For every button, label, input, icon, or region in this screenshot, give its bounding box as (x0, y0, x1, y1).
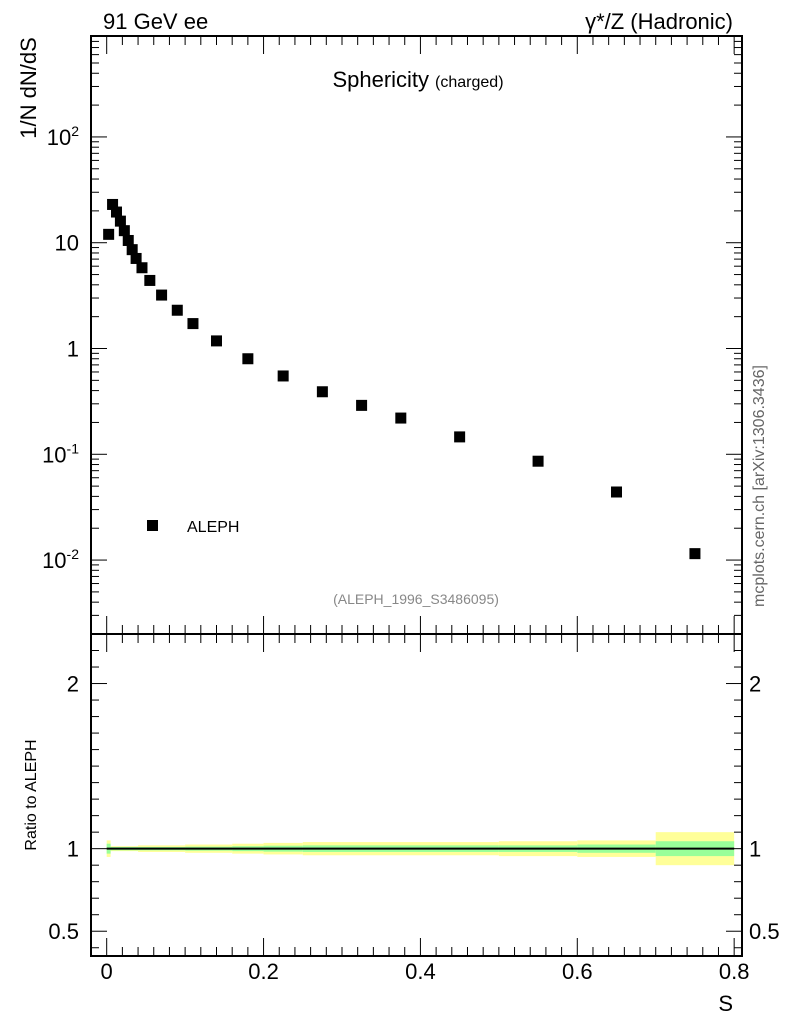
data-point-aleph (103, 228, 115, 240)
y-tick-label-main: 10 (55, 231, 79, 256)
y-tick-label-main: 1 (67, 337, 79, 362)
y-tick-label-ratio: 2 (67, 672, 79, 697)
data-point-aleph (144, 274, 156, 286)
data-point-aleph (689, 548, 701, 560)
y-tick-label-ratio-right: 2 (749, 672, 761, 697)
main-plot-frame (90, 35, 743, 635)
data-point-aleph (356, 399, 368, 411)
data-point-aleph (110, 206, 122, 218)
y-tick-label-main: 10-2 (42, 546, 79, 573)
data-point-aleph (156, 289, 168, 301)
reference-label: (ALEPH_1996_S3486095) (333, 591, 499, 607)
data-point-aleph (242, 353, 254, 365)
y-tick-label-ratio-right: 1 (749, 837, 761, 862)
data-point-aleph (114, 215, 126, 227)
x-tick-label: 0.8 (719, 959, 750, 984)
x-tick-label: 0.6 (562, 959, 593, 984)
y-tick-label-main: 10-1 (42, 440, 79, 467)
data-point-aleph (107, 198, 119, 210)
x-tick-label: 0.4 (405, 959, 436, 984)
header-right: γ*/Z (Hadronic) (585, 9, 733, 34)
title-suffix: (charged) (435, 74, 503, 91)
data-point-aleph (454, 431, 466, 443)
title-main: Sphericity (332, 67, 429, 92)
data-point-aleph (277, 370, 289, 382)
data-point-aleph (130, 252, 142, 264)
legend-label-aleph: ALEPH (187, 519, 239, 536)
y-tick-label-main: 102 (47, 123, 79, 150)
data-point-aleph (136, 262, 148, 274)
data-point-aleph (126, 244, 138, 256)
x-axis-label: S (718, 991, 733, 1016)
x-tick-label: 0 (101, 959, 113, 984)
data-point-aleph (611, 486, 623, 498)
legend-marker-aleph (147, 520, 158, 531)
y-tick-label-ratio: 1 (67, 837, 79, 862)
main-title: Sphericity (charged) (332, 67, 503, 92)
data-point-aleph (395, 412, 407, 424)
data-point-aleph (171, 304, 183, 316)
y-tick-label-ratio: 0.5 (48, 919, 79, 944)
y-axis-label-main: 1/N dN/dS (16, 37, 41, 139)
data-point-aleph (210, 335, 222, 347)
data-point-aleph (316, 386, 328, 398)
watermark: mcplots.cern.ch [arXiv:1306.3436] (751, 365, 768, 607)
x-tick-label: 0.2 (248, 959, 279, 984)
data-point-aleph (187, 318, 199, 330)
data-point-aleph (122, 234, 134, 246)
ratio-plot-frame (90, 633, 743, 957)
data-point-aleph (118, 225, 130, 237)
data-point-aleph (532, 455, 544, 467)
header-left: 91 GeV ee (103, 9, 208, 34)
y-tick-label-ratio-right: 0.5 (749, 919, 780, 944)
y-axis-label-ratio: Ratio to ALEPH (23, 739, 40, 850)
